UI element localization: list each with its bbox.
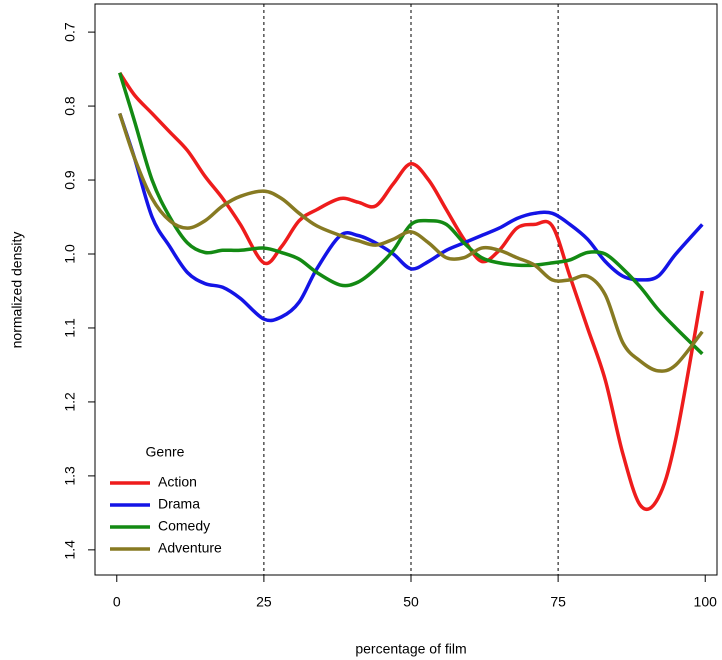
series-line [118,112,704,323]
y-tick-label: 1.3 [62,466,78,486]
series-line [118,112,704,373]
y-tick-label: 0.9 [62,170,78,190]
x-axis-title: percentage of film [355,641,466,657]
y-tick-label: 0.8 [62,96,78,116]
x-tick-label: 75 [550,594,566,610]
y-tick-label: 1.4 [62,540,78,560]
y-tick-label: 1.2 [62,392,78,412]
x-tick-label: 100 [694,594,718,610]
y-axis-title: normalized density [9,232,25,349]
legend-title: Genre [146,444,185,460]
y-tick-label: 1.0 [62,244,78,264]
y-tick-label: 0.7 [62,22,78,42]
x-tick-label: 25 [256,594,272,610]
x-tick-label: 0 [113,594,121,610]
legend-label: Drama [158,496,200,512]
series-line [118,72,704,356]
x-tick-label: 50 [403,594,419,610]
legend-label: Action [158,474,197,490]
legend-label: Adventure [158,540,222,556]
y-tick-label: 1.1 [62,318,78,338]
series-line [118,71,705,512]
plot-frame [94,3,718,576]
legend-label: Comedy [158,518,210,534]
